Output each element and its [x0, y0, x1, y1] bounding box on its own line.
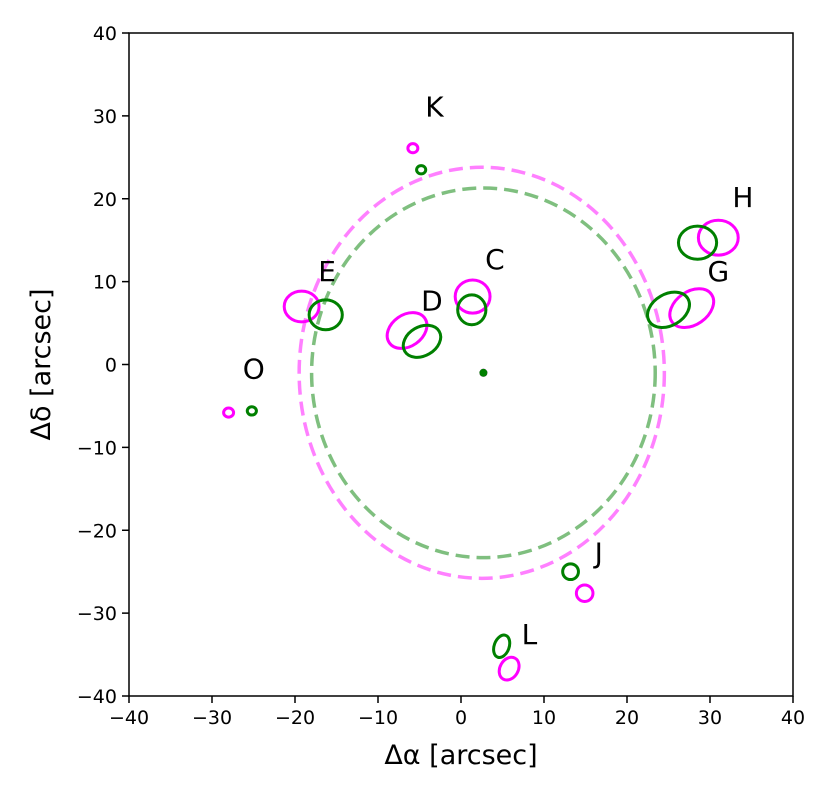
marks-layer [222, 142, 740, 682]
x-axis-ticks: −40 −30 −20 −10 0 10 20 30 40 [109, 696, 805, 729]
image-ellipse-magenta [497, 655, 521, 682]
x-tick-label: −20 [275, 707, 315, 729]
image-ellipse-green [492, 633, 512, 659]
image-ellipse-green [307, 298, 344, 332]
image-ellipse-magenta [222, 406, 236, 419]
image-label-j: J [593, 537, 603, 570]
y-axis-ticks: −40 −30 −20 −10 0 10 20 30 40 [77, 23, 129, 708]
x-tick-label: −40 [109, 707, 149, 729]
x-axis-label: Δα [arcsec] [384, 740, 537, 771]
image-ellipse-magenta [282, 289, 321, 324]
x-tick-label: 10 [532, 707, 556, 729]
y-axis-label: Δδ [arcsec] [26, 288, 57, 440]
x-tick-label: −10 [358, 707, 398, 729]
x-tick-label: 20 [615, 707, 639, 729]
y-tick-label: 30 [93, 106, 117, 128]
dashed-circle-magenta [297, 165, 667, 581]
image-label-c: C [485, 243, 505, 276]
image-ellipse-magenta [385, 311, 429, 350]
y-tick-label: 20 [93, 189, 117, 211]
image-ellipse-magenta [406, 142, 420, 155]
image-label-g: G [708, 255, 730, 288]
y-tick-label: −20 [77, 520, 117, 542]
plot-background [129, 33, 793, 696]
image-label-l: L [522, 618, 538, 651]
labels-layer: K H C E G D O J L [243, 91, 754, 651]
image-ellipse-magenta [696, 218, 740, 257]
image-label-o: O [243, 353, 265, 386]
image-ellipse-green [646, 290, 691, 329]
center-point-green [479, 368, 488, 377]
image-label-k: K [425, 91, 444, 124]
x-tick-label: 40 [781, 707, 805, 729]
image-ellipse-green [561, 562, 580, 582]
y-tick-label: 40 [93, 23, 117, 45]
image-ellipse-green [415, 164, 428, 176]
x-tick-label: −30 [192, 707, 232, 729]
image-ellipse-magenta [574, 583, 595, 604]
y-tick-label: 0 [105, 355, 117, 377]
image-ellipse-green [245, 405, 258, 417]
dashed-circle-green [309, 186, 657, 560]
image-label-h: H [732, 181, 753, 214]
y-tick-label: −10 [77, 437, 117, 459]
y-tick-label: −40 [77, 686, 117, 708]
x-tick-label: 0 [455, 707, 467, 729]
y-tick-label: 10 [93, 272, 117, 294]
image-ellipse-green [456, 293, 488, 327]
y-tick-label: −30 [77, 603, 117, 625]
image-ellipse-magenta [453, 278, 492, 315]
image-ellipse-green [676, 224, 719, 261]
image-label-d: D [421, 285, 443, 318]
x-tick-label: 30 [698, 707, 722, 729]
image-ellipse-green [401, 323, 443, 359]
image-label-e: E [318, 255, 336, 288]
